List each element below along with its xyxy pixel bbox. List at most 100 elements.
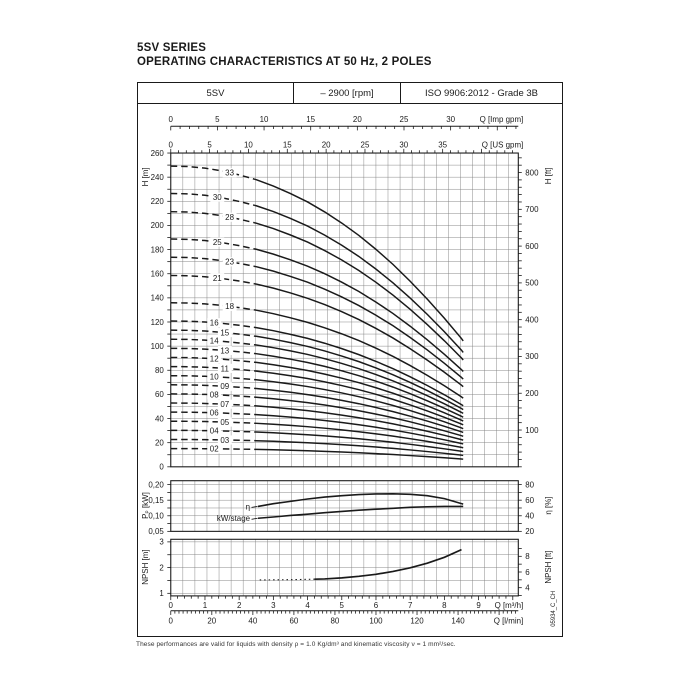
q-m3h-tick-label: 4 [305, 601, 310, 610]
kw-per-stage-label: kW/stage [217, 514, 251, 523]
npsh-curve [314, 548, 462, 581]
q-m3h-axis: 0 1 2 3 4 5 6 7 8 9 Q [m³/h] [169, 595, 524, 610]
q-m3h-axis-label: Q [m³/h] [495, 601, 524, 610]
p-kw-tick-label: 0,15 [148, 496, 164, 505]
h-m-tick-label: 0 [159, 463, 164, 472]
npsh-m-axis-label: NPSH [m] [141, 549, 150, 584]
stage-count-label: 33 [225, 169, 234, 178]
pump-curve-05-dashed [170, 420, 255, 424]
pump-curve-07-dashed [170, 402, 255, 407]
imp-gpm-tick-label: 25 [400, 115, 409, 124]
efficiency-label: η [246, 502, 250, 511]
doc-code-text: 05934_C_CH [551, 591, 557, 627]
curve-label-mask [217, 417, 232, 427]
pump-curve-12-solid [254, 361, 464, 422]
stage-count-label: 23 [225, 258, 234, 267]
pump-curve-21-solid [254, 283, 464, 388]
us-gpm-axis-label: Q [US gpm] [482, 141, 523, 150]
stage-count-label: 13 [220, 346, 229, 355]
imp-gpm-tick-label: 15 [306, 115, 315, 124]
q-m3h-tick-label: 0 [169, 601, 174, 610]
h-m-tick-label: 180 [151, 245, 165, 254]
npsh-panel-axes: 3 2 1 NPSH [m] 8 6 4 NPSH [ft] [141, 538, 553, 598]
curve-label-mask [217, 381, 232, 391]
h-m-tick-label: 220 [151, 197, 165, 206]
npsh-m-tick-label: 3 [159, 538, 164, 547]
power-panel-grid [170, 480, 519, 532]
h-ft-tick-label: 700 [525, 205, 539, 214]
imp-gpm-tick-label: 20 [353, 115, 362, 124]
stage-count-label: 11 [221, 364, 230, 373]
pump-curve-05-solid [254, 422, 464, 449]
h-ft-tick-label: 600 [525, 242, 539, 251]
q-m3h-tick-label: 5 [340, 601, 345, 610]
curve-label-mask [217, 435, 232, 445]
curve-label-mask [207, 336, 222, 346]
stage-count-label: 10 [210, 373, 219, 382]
curve-label-mask [222, 212, 237, 222]
q-lmin-tick-label: 40 [248, 617, 257, 626]
h-ft-tick-label: 800 [525, 168, 539, 177]
q-m3h-tick-label: 7 [408, 601, 413, 610]
npsh-panel-grid [170, 539, 519, 596]
pump-curve-14-solid [254, 344, 464, 415]
title-block: 5SV SERIES OPERATING CHARACTERISTICS AT … [137, 41, 432, 69]
h-ft-tick-label: 200 [525, 389, 539, 398]
us-gpm-tick-label: 25 [361, 141, 370, 150]
curve-label-mask [222, 301, 237, 311]
stage-count-label: 14 [210, 337, 219, 346]
pump-curve-04-solid [254, 431, 464, 453]
us-gpm-tick-label: 0 [169, 141, 174, 150]
imp-gpm-tick-label: 0 [169, 115, 174, 124]
stage-count-label: 30 [213, 193, 222, 202]
q-lmin-tick-label: 80 [331, 617, 340, 626]
stage-count-label: 03 [220, 436, 229, 445]
chart-frame: 5SV – 2900 [rpm] ISO 9906:2012 - Grade 3… [137, 82, 563, 637]
pump-curve-15-dashed [170, 329, 255, 337]
h-m-tick-label: 160 [151, 269, 165, 278]
h-m-tick-label: 260 [151, 149, 165, 158]
npsh-curve-dotted-lead [259, 578, 315, 581]
us-gpm-tick-label: 10 [244, 141, 253, 150]
curve-label-mask [217, 345, 232, 356]
footnote: These performances are valid for liquids… [136, 641, 456, 648]
pump-curve-08-solid [254, 396, 464, 438]
p-kw-axis-label: Pₚ [kW] [141, 492, 150, 519]
stage-count-label: 15 [220, 328, 229, 337]
curve-label-mask [207, 390, 222, 400]
curve-label-mask [207, 372, 222, 382]
header-standard: ISO 9906:2012 - Grade 3B [424, 87, 539, 99]
doc-code: 05934_C_CH [551, 591, 557, 627]
h-m-tick-label: 60 [155, 390, 164, 399]
document-title: OPERATING CHARACTERISTICS AT 50 Hz, 2 PO… [137, 56, 432, 68]
curve-label-mask [207, 444, 222, 454]
h-ft-tick-label: 400 [525, 315, 539, 324]
pump-curve-03-solid [254, 439, 464, 457]
chart-header-row: 5SV – 2900 [rpm] ISO 9906:2012 - Grade 3… [138, 83, 562, 104]
h-m-tick-label: 140 [151, 294, 165, 303]
q-m3h-tick-label: 8 [442, 601, 447, 610]
p-kw-axis-label: Pₚ [kW] [141, 492, 150, 519]
curve-label-mask [217, 328, 232, 338]
pump-curve-06-solid [254, 413, 464, 445]
kw-per-stage-curve [257, 505, 464, 520]
pump-curve-30-solid [254, 204, 464, 353]
pump-curve-15-solid [254, 335, 464, 411]
h-m-tick-label: 40 [155, 414, 164, 423]
npsh-m-tick-label: 1 [159, 589, 164, 598]
q-m3h-tick-label: 9 [476, 601, 481, 610]
curve-label-mask [207, 318, 222, 328]
stage-count-label: 05 [220, 418, 229, 427]
q-lmin-axis-label: Q [l/min] [494, 617, 524, 626]
us-gpm-tick-label: 20 [322, 141, 331, 150]
pump-curve-11-solid [254, 370, 464, 426]
q-lmin-tick-label: 20 [207, 617, 216, 626]
h-m-tick-label: 20 [155, 438, 164, 447]
pump-curve-28-solid [254, 222, 464, 361]
stage-count-label: 16 [210, 319, 219, 328]
imp-gpm-axis-label: Q [Imp gpm] [480, 115, 524, 124]
pump-curve-09-solid [254, 387, 464, 434]
p-kw-tick-label: 0,05 [148, 527, 164, 536]
